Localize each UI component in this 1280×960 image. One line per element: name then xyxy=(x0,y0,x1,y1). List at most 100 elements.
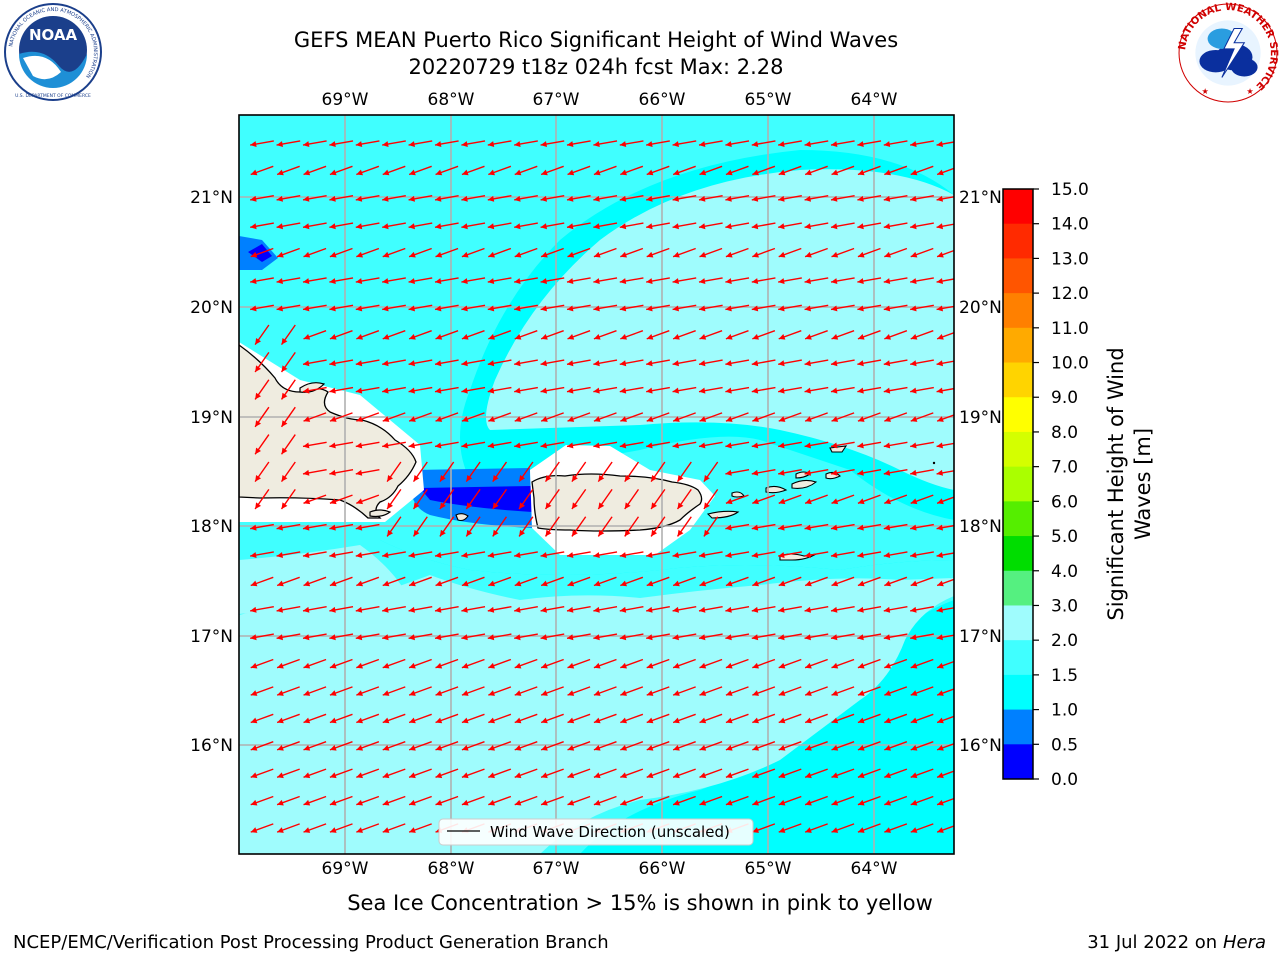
wave-direction-arrow xyxy=(593,576,617,587)
wave-direction-arrow xyxy=(646,606,670,613)
wave-direction-arrow xyxy=(672,277,697,284)
wave-direction-arrow xyxy=(355,222,380,230)
wave-direction-arrow xyxy=(435,768,459,779)
wave-direction-arrow xyxy=(435,576,459,587)
wave-direction-arrow xyxy=(382,140,406,147)
wave-direction-arrow xyxy=(461,768,485,779)
wave-direction-arrow xyxy=(250,551,274,558)
colorbar-tick-label: 9.0 xyxy=(1051,388,1078,408)
colorbar-tick-label: 12.0 xyxy=(1051,284,1089,304)
lat-label-16n-right: 16°N xyxy=(959,736,1002,756)
wave-direction-arrow xyxy=(725,469,750,476)
wave-direction-arrow xyxy=(302,195,327,202)
wave-direction-arrow xyxy=(355,469,380,476)
wave-direction-arrow xyxy=(461,304,486,312)
wave-direction-arrow xyxy=(302,551,327,558)
wave-direction-arrow xyxy=(382,606,406,613)
wave-direction-arrow xyxy=(540,768,564,779)
colorbar-ticks: 15.0 14.0 13.0 12.0 11.0 10.0 9.0 8.0 7.0 6.0 5.0 4… xyxy=(1033,180,1089,790)
wave-direction-arrow xyxy=(884,823,908,833)
wave-direction-arrow xyxy=(620,658,644,669)
wave-direction-arrow xyxy=(624,516,640,537)
wave-direction-arrow xyxy=(778,277,802,284)
wave-direction-arrow xyxy=(593,359,618,367)
wave-direction-arrow xyxy=(382,576,406,587)
wave-direction-arrow xyxy=(725,576,749,587)
wave-direction-arrow xyxy=(487,606,512,613)
wave-direction-arrow xyxy=(593,768,617,779)
wave-direction-arrow xyxy=(620,741,644,751)
wave-direction-arrow xyxy=(830,359,855,367)
wave-direction-arrow xyxy=(857,304,882,312)
colorbar-tick-label: 7.0 xyxy=(1051,458,1078,478)
wave-direction-arrow xyxy=(329,494,353,505)
wave-direction-arrow xyxy=(487,359,512,367)
wave-direction-arrow xyxy=(329,441,354,449)
wave-direction-arrow xyxy=(646,277,670,284)
wave-direction-arrow xyxy=(276,686,300,696)
wave-direction-arrow xyxy=(382,247,406,258)
wave-direction-arrow xyxy=(936,770,954,779)
wave-direction-arrow xyxy=(465,516,481,537)
wave-direction-arrow xyxy=(830,441,855,449)
wave-direction-arrow xyxy=(254,324,270,346)
wave-direction-arrow xyxy=(725,359,750,367)
svg-text:★: ★ xyxy=(1246,86,1253,96)
wave-direction-arrow xyxy=(254,351,270,373)
wave-direction-arrow xyxy=(725,441,750,449)
legend-label: Wind Wave Direction (unscaled) xyxy=(490,823,730,841)
wave-direction-arrow xyxy=(302,277,327,284)
wave-direction-arrow xyxy=(356,658,380,669)
wave-direction-arrow xyxy=(250,277,274,284)
colorbar-tick-label: 6.0 xyxy=(1051,492,1078,512)
wave-direction-arrow xyxy=(461,606,486,613)
wave-direction-arrow xyxy=(624,461,640,483)
lon-labels-bottom: 69°W 68°W 67°W 66°W 65°W 64°W xyxy=(322,859,898,879)
wave-direction-arrow xyxy=(883,222,908,230)
wave-direction-arrow xyxy=(487,222,512,230)
wave-direction-arrow xyxy=(540,576,564,587)
wave-direction-arrow xyxy=(646,741,670,751)
wave-direction-arrow xyxy=(518,516,534,537)
wave-direction-arrow xyxy=(778,469,802,476)
wave-direction-arrow xyxy=(355,304,380,312)
wave-direction-arrow xyxy=(439,488,455,510)
wave-direction-arrow xyxy=(646,386,670,394)
wave-direction-arrow xyxy=(698,386,723,394)
land-anegada xyxy=(829,445,848,453)
wave-direction-arrow xyxy=(593,551,618,558)
wave-direction-arrow xyxy=(725,606,750,613)
wave-direction-arrow xyxy=(461,795,485,806)
wave-direction-arrow xyxy=(778,247,802,258)
wave-direction-arrow xyxy=(408,633,433,641)
wave-direction-arrow xyxy=(254,488,270,510)
lat-label-19n-right: 19°N xyxy=(959,408,1002,428)
footer-date-text: 31 Jul 2022 on xyxy=(1087,932,1223,953)
wave-direction-arrow xyxy=(672,606,697,613)
wave-direction-arrow xyxy=(910,222,934,230)
wave-direction-arrow xyxy=(514,576,538,587)
wave-direction-arrow xyxy=(593,741,617,751)
wave-direction-arrow xyxy=(725,494,749,505)
wave-direction-arrow xyxy=(830,606,855,613)
wave-direction-arrow xyxy=(778,713,802,724)
wave-direction-arrow xyxy=(514,686,538,696)
wave-direction-arrow xyxy=(461,195,486,202)
colorbar-tick-label: 8.0 xyxy=(1051,423,1078,443)
wave-direction-arrow xyxy=(804,441,829,449)
wave-direction-arrow xyxy=(302,523,327,531)
wave-direction-arrow xyxy=(619,633,644,641)
wave-direction-arrow xyxy=(514,606,538,613)
wave-direction-arrow xyxy=(408,441,433,449)
wave-direction-arrow xyxy=(540,606,565,613)
wave-direction-arrow xyxy=(356,795,380,806)
wave-direction-arrow xyxy=(544,488,560,510)
wave-direction-arrow xyxy=(540,386,565,394)
wave-direction-arrow xyxy=(250,523,274,531)
wave-direction-arrow xyxy=(408,551,433,558)
colorbar-segment xyxy=(1003,258,1033,294)
wave-direction-arrow xyxy=(619,386,644,394)
wave-direction-arrow xyxy=(752,741,776,751)
svg-text:★: ★ xyxy=(1201,86,1208,96)
wave-direction-arrow xyxy=(646,551,670,558)
